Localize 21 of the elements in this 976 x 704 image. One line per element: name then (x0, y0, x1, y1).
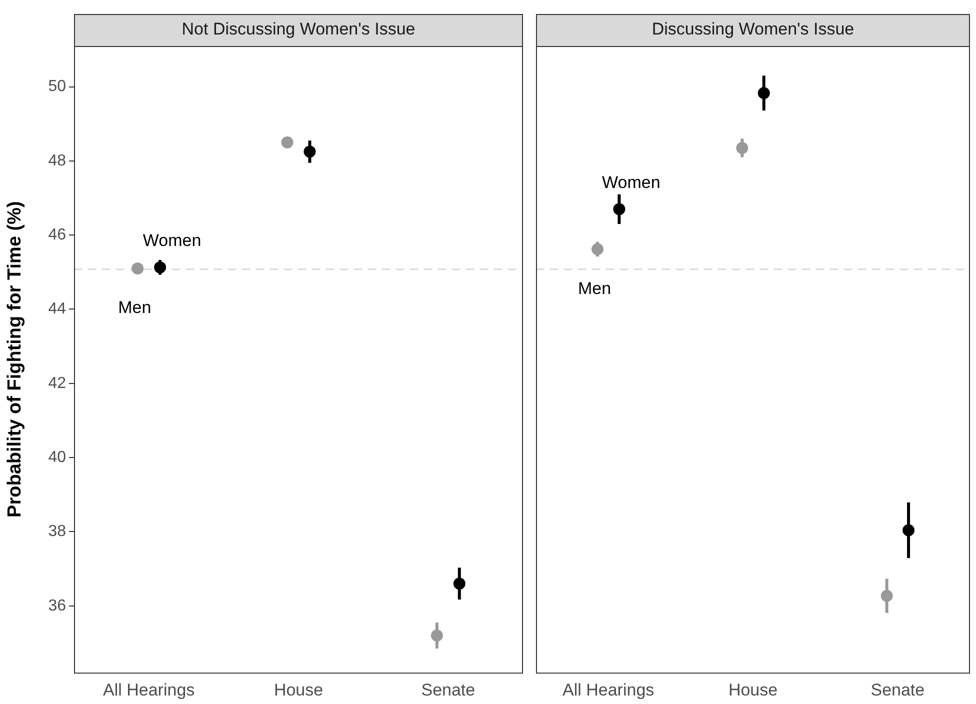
series-label: Women (142, 231, 202, 250)
y-tick-label: 40 (48, 448, 66, 466)
y-axis-title: Probability of Fighting for Time (%) (4, 201, 26, 518)
x-tick-label: All Hearings (562, 680, 654, 700)
series-label: Women (602, 172, 660, 192)
y-tick-label: 38 (48, 523, 66, 540)
x-tick-label: House (274, 680, 324, 700)
series-label: Men (118, 298, 152, 318)
y-tick-label: 50 (48, 78, 66, 96)
series-label: Men (578, 278, 612, 298)
y-tick-label: 46 (48, 226, 66, 244)
y-tick-label: 44 (48, 300, 66, 318)
x-tick-label: House (728, 680, 778, 700)
x-tick-label: All Hearings (103, 680, 195, 700)
chart-title: Not Discussing Women's Issue (182, 20, 416, 39)
y-tick-label: 36 (48, 597, 66, 614)
x-tick-label: Senate (421, 680, 476, 700)
x-tick-label: Senate (870, 680, 925, 700)
y-tick-label: 42 (48, 374, 66, 392)
y-tick-label: 48 (48, 152, 66, 170)
chart-title: Discussing Women's Issue (652, 20, 854, 39)
